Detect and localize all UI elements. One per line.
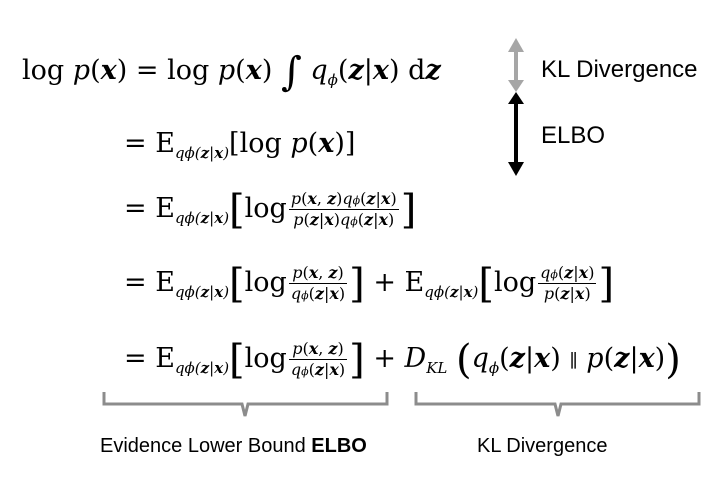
elbo-arrow	[508, 92, 524, 176]
parallel-sign: ∥	[569, 351, 578, 372]
z-symbol: z	[348, 55, 364, 86]
elbo-label-top: ELBO	[541, 122, 606, 149]
equation-line-3: = Eqϕ(z|x)[log p(x, z)qϕ(z|x) p(z|x)qϕ(z|x…	[124, 187, 417, 233]
expectation-E: E	[155, 128, 175, 159]
p-symbol: p	[217, 55, 236, 86]
kl-divergence-label-bottom: KL Divergence	[477, 435, 608, 457]
phi-subscript: ϕ	[327, 71, 338, 89]
elbo-bold: ELBO	[311, 435, 367, 457]
equation-line-2: = Eqϕ(z|x)[log p(x)]	[124, 128, 356, 162]
x-symbol: x	[100, 55, 117, 86]
x-symbol: x	[245, 55, 262, 86]
x-symbol: x	[372, 55, 390, 86]
equals-sign: =	[135, 55, 159, 86]
dkl-symbol: D	[404, 343, 427, 374]
kl-divergence-label-top: KL Divergence	[541, 56, 698, 83]
equation-line-4: = Eqϕ(z|x)[log p(x, z) qϕ(z|x)] + Eqϕ(z|x)…	[124, 261, 615, 307]
p-symbol: p	[72, 55, 91, 86]
q-symbol: q	[310, 55, 328, 86]
fraction: p(x, z) qϕ(z|x)	[288, 263, 348, 303]
kl-divergence-arrow	[508, 38, 524, 92]
plus-sign: +	[373, 267, 396, 298]
expectation-E: E	[155, 193, 175, 224]
z-symbol: z	[425, 55, 441, 86]
elbo-brace	[102, 392, 389, 417]
fraction: qϕ(z|x) p(z|x)	[538, 263, 597, 303]
log-text: log	[22, 55, 65, 86]
log-text: log	[239, 128, 282, 159]
fraction: p(x, z) qϕ(z|x)	[288, 339, 348, 379]
evidence-lower-bound-label: Evidence Lower Bound ELBO	[100, 435, 367, 457]
equation-line-5: = Eqϕ(z|x)[log p(x, z) qϕ(z|x)] + DKL (qϕ(…	[124, 337, 681, 383]
expectation-subscript: qϕ(z|x)	[174, 144, 230, 162]
integral-sign: ∫	[280, 49, 302, 95]
kl-brace	[414, 392, 701, 417]
fraction: p(x, z)qϕ(z|x) p(z|x)qϕ(z|x)	[288, 189, 399, 229]
log-text: log	[167, 55, 210, 86]
d-symbol: d	[408, 55, 426, 86]
equals-sign: =	[124, 128, 147, 159]
equation-line-1: log p(x) = log p(x) ∫ qϕ(z|x) dz	[22, 49, 441, 95]
given-bar: |	[363, 55, 373, 86]
